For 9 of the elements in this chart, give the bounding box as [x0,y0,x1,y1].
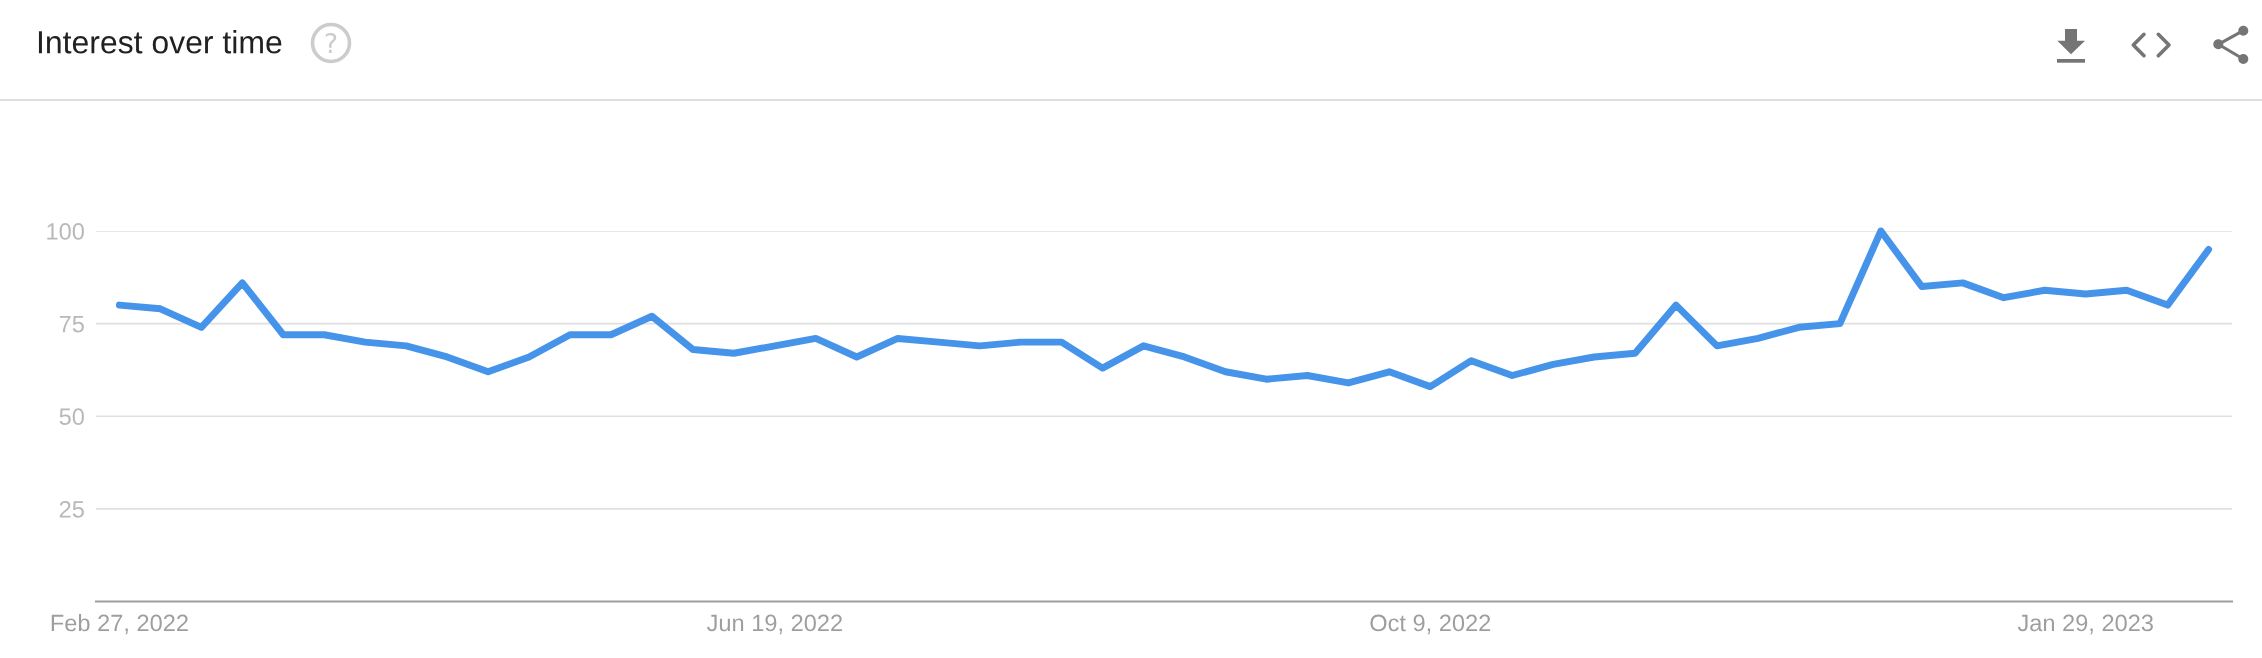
x-tick-label: Feb 27, 2022 [51,614,188,635]
x-tick-label: Oct 9, 2022 [1370,614,1491,635]
y-tick-label: 75 [59,315,84,333]
x-tick-label: Jan 29, 2023 [2017,614,2153,635]
x-tick-label: Jun 19, 2022 [706,614,842,635]
y-tick-label: 100 [47,223,84,240]
y-tick-label: 25 [59,500,84,518]
y-tick-label: 50 [59,408,84,426]
chart-title: Interest over time [38,30,282,54]
